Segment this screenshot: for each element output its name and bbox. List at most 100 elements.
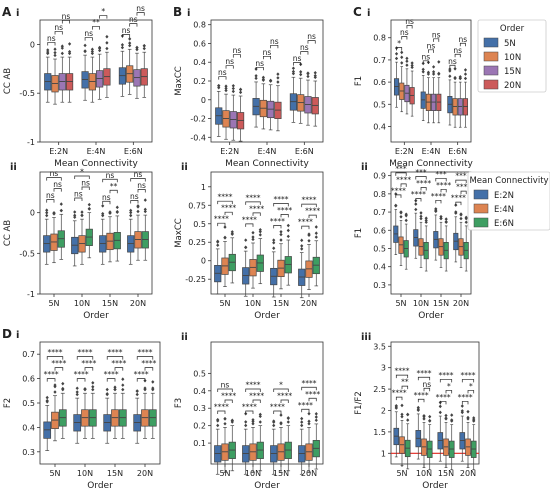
significance-label: * <box>447 382 451 391</box>
outlier-point <box>115 205 119 210</box>
x-tick-label: 10N <box>77 469 93 478</box>
y-tick-label: 0.3 <box>373 281 386 290</box>
y-tick-label: 0.75 <box>188 201 206 210</box>
outlier-point <box>422 413 426 418</box>
outlier-point <box>258 420 262 424</box>
y-tick-label: 1 <box>201 183 206 192</box>
axes-frame <box>390 341 480 465</box>
outlier-point <box>53 53 57 58</box>
significance-label: ns <box>270 37 279 46</box>
significance-bracket <box>84 37 93 41</box>
outlier-point <box>410 61 414 65</box>
y-tick-label: 0.8 <box>373 34 386 43</box>
y-tick-label: -1 <box>27 138 35 147</box>
outlier-point <box>313 73 317 78</box>
x-tick-label: E:6N <box>124 147 143 156</box>
outlier-point <box>307 419 311 424</box>
significance-label: **** <box>104 370 119 379</box>
legend-item-label: E:6N <box>494 219 514 229</box>
x-axis-label: Order <box>254 481 280 491</box>
y-tick-label: 0.5 <box>193 220 206 229</box>
y-tick-label: -0.5 <box>19 89 35 98</box>
panel-letter: D <box>2 327 12 341</box>
outlier-point <box>136 209 140 214</box>
y-tick-label: 0 <box>201 257 206 266</box>
significance-bracket <box>225 65 234 69</box>
x-tick-label: E:2N <box>395 147 414 156</box>
outlier-point <box>410 63 414 68</box>
x-tick-label: 5N <box>219 299 230 308</box>
outlier-point <box>279 413 283 417</box>
panel-6: ii0.30.40.50.60.70.80.9F1Order5N********… <box>354 162 472 321</box>
outlier-point <box>113 387 117 391</box>
significance-bracket <box>252 212 261 216</box>
outlier-point <box>419 216 423 221</box>
significance-label: **** <box>246 193 261 202</box>
outlier-point <box>300 247 304 251</box>
outlier-point <box>128 37 132 41</box>
outlier-point <box>399 210 403 214</box>
significance-bracket <box>395 194 402 198</box>
significance-bracket <box>308 397 317 402</box>
significance-bracket <box>461 401 469 405</box>
outlier-point <box>231 86 235 91</box>
outlier-point <box>444 416 448 420</box>
outlier-point <box>83 49 87 53</box>
x-axis-label: Order <box>83 311 109 321</box>
outlier-point <box>216 243 220 248</box>
legend-swatch <box>473 189 489 200</box>
significance-bracket <box>122 34 131 38</box>
outlier-point <box>394 203 398 208</box>
outlier-point <box>45 210 49 215</box>
legend-title: Order <box>500 24 525 34</box>
outlier-point <box>230 231 234 236</box>
significance-bracket <box>102 200 111 205</box>
outlier-point <box>87 206 91 211</box>
x-axis-label: Order <box>422 481 448 491</box>
outlier-point <box>231 89 235 94</box>
outlier-point <box>432 70 436 74</box>
x-tick-label: 10N <box>245 469 261 478</box>
outlier-point <box>224 84 228 89</box>
outlier-point <box>98 48 102 53</box>
y-tick-label: 0.6 <box>193 39 206 48</box>
y-tick-label: 0.2 <box>193 422 206 431</box>
outlier-point <box>414 207 418 212</box>
outlier-point <box>224 86 228 91</box>
significance-label: ns <box>233 46 242 55</box>
outlier-point <box>466 409 470 414</box>
outlier-point <box>450 418 454 422</box>
outlier-point <box>223 416 227 421</box>
outlier-point <box>300 244 304 248</box>
outlier-point <box>454 210 458 214</box>
x-tick-label: 5N <box>396 469 407 478</box>
outlier-point <box>300 423 304 428</box>
y-tick-label: 3.5 <box>373 342 386 351</box>
outlier-point <box>135 45 139 50</box>
significance-label: *** <box>455 172 467 181</box>
outlier-point <box>438 404 442 409</box>
outlier-point <box>453 66 457 71</box>
significance-bracket <box>232 54 241 58</box>
y-axis-label: F1/F2 <box>354 391 364 414</box>
x-tick-label: 15N <box>433 299 449 308</box>
significance-bracket <box>417 376 431 381</box>
axes-frame <box>210 171 324 295</box>
outlier-point <box>251 418 255 422</box>
significance-label: **** <box>270 217 285 226</box>
x-tick-label: E:4N <box>87 147 106 156</box>
significance-bracket <box>454 53 461 58</box>
significance-label: **** <box>277 206 292 215</box>
significance-label: **** <box>417 369 432 378</box>
x-tick-label: 15N <box>107 469 123 478</box>
x-tick-label: E:4N <box>422 147 441 156</box>
y-tick-label: -0.25 <box>185 275 206 284</box>
x-tick-label: 15N <box>438 469 454 478</box>
outlier-point <box>121 387 125 392</box>
outlier-point <box>46 50 50 54</box>
outlier-point <box>101 213 105 218</box>
outlier-point <box>128 43 132 48</box>
y-axis-label: MaxCC <box>174 218 184 248</box>
outlier-point <box>121 377 125 381</box>
